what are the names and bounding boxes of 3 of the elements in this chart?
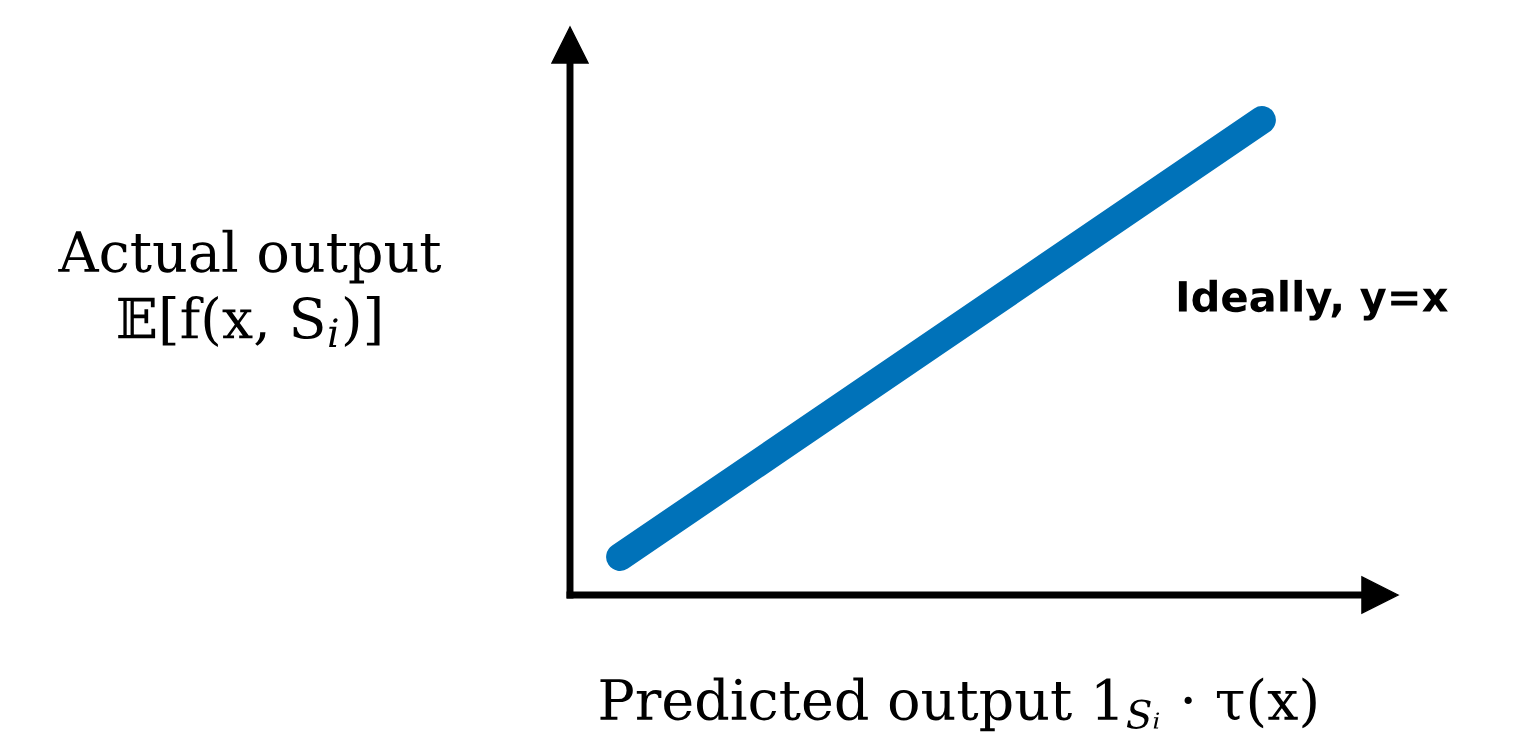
y-axis-title: Actual output 𝔼[f(x, S$_{i}$)] [58,229,442,347]
annotation: Ideally, y=x [1178,279,1448,321]
x-axis-title: Predicted output 1$_{Sᵢ}$ · τ(x) [600,677,1316,732]
